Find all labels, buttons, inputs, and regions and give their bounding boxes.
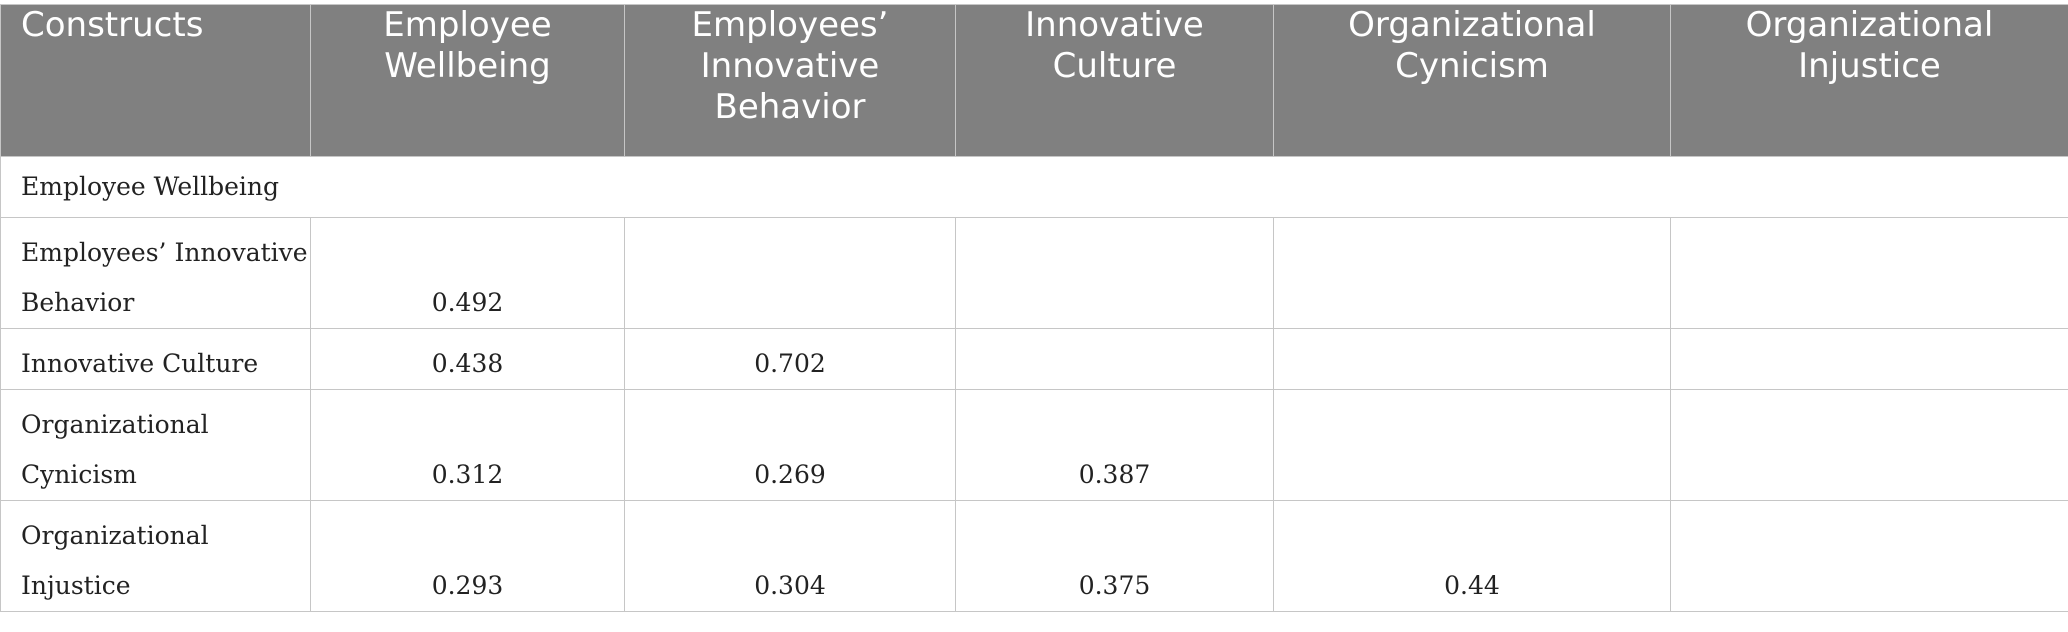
col-header-line: Employee [383,5,552,45]
table-cell: 0.375 [955,500,1274,612]
table-cell [1273,328,1671,390]
table-row-employees-innovative-behavior: Employees’ Innovative Behavior 0.492 [0,217,2068,329]
table-cell [1273,389,1671,501]
col-header-line: Wellbeing [384,46,551,86]
row-label-line: Organizational [21,410,209,439]
row-label: Employee Wellbeing [0,156,2068,218]
col-header-line: Behavior [714,87,866,127]
col-header-line: Organizational [1348,5,1596,45]
table-row-innovative-culture: Innovative Culture 0.438 0.702 [0,328,2068,390]
col-header-line: Culture [1052,46,1177,86]
col-header-employee-wellbeing: Employee Wellbeing [310,4,625,157]
table-cell: 0.304 [624,500,956,612]
table-cell [1670,500,2068,612]
col-header-line: Cynicism [1395,46,1549,86]
table-cell: 0.293 [310,500,625,612]
table-cell [1670,217,2068,329]
col-header-line: Organizational [1745,5,1994,45]
table-cell [955,217,1274,329]
table-row-organizational-cynicism: Organizational Cynicism 0.312 0.269 0.38… [0,389,2068,501]
col-header-line: Innovative [700,46,880,86]
row-label-line: Innovative Culture [21,349,259,378]
row-label-line: Employees’ Innovative [21,238,308,267]
table-cell: 0.44 [1273,500,1671,612]
row-label-line: Injustice [21,571,131,600]
table-row-employee-wellbeing: Employee Wellbeing [0,156,2068,218]
row-label: Organizational Injustice [0,500,311,612]
col-header-organizational-injustice: Organizational Injustice [1670,4,2068,157]
table-cell: 0.387 [955,389,1274,501]
table-cell [955,328,1274,390]
col-header-line: Constructs [21,5,204,45]
col-header-line: Innovative [1025,5,1204,45]
table-cell: 0.492 [310,217,625,329]
row-label: Organizational Cynicism [0,389,311,501]
header-row: Constructs Employee Wellbeing Employees’… [0,4,2068,157]
row-label-line: Cynicism [21,460,137,489]
col-header-constructs: Constructs [0,4,311,157]
row-label: Employees’ Innovative Behavior [0,217,311,329]
table-cell: 0.702 [624,328,956,390]
table-cell [624,217,956,329]
table-cell: 0.269 [624,389,956,501]
col-header-line: Injustice [1798,46,1941,86]
htmt-table: Constructs Employee Wellbeing Employees’… [0,4,2068,612]
row-label-line: Organizational [21,521,209,550]
table-cell: 0.312 [310,389,625,501]
col-header-employees-innovative-behavior: Employees’ Innovative Behavior [624,4,956,157]
row-label-line: Behavior [21,288,135,317]
row-label: Innovative Culture [0,328,311,390]
table-cell [1670,389,2068,501]
table-row-organizational-injustice: Organizational Injustice 0.293 0.304 0.3… [0,500,2068,612]
table-cell [1670,328,2068,390]
table-cell: 0.438 [310,328,625,390]
table-cell [1273,217,1671,329]
col-header-line: Employees’ [691,5,889,45]
col-header-innovative-culture: Innovative Culture [955,4,1274,157]
col-header-organizational-cynicism: Organizational Cynicism [1273,4,1671,157]
